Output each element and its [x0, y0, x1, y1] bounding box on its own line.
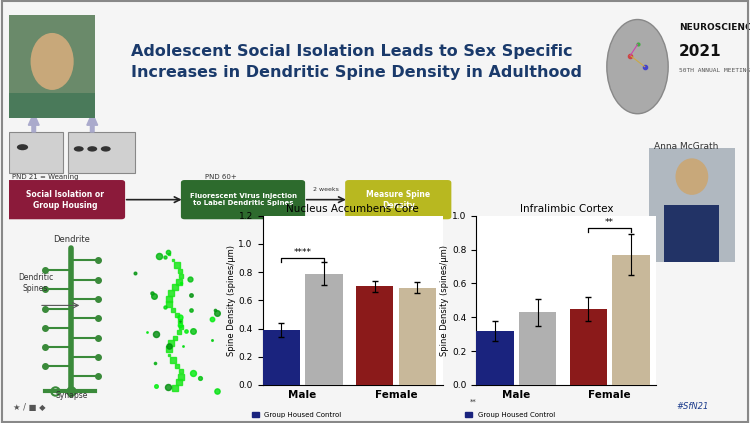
FancyBboxPatch shape	[5, 180, 125, 219]
Bar	[9, 93, 95, 118]
Bar	[9, 132, 63, 173]
Ellipse shape	[676, 158, 708, 195]
Legend: Group Housed Control, Adolescent Social Isolation: Group Housed Control, Adolescent Social …	[251, 412, 358, 423]
Text: ****: ****	[293, 248, 311, 257]
Bar	[398, 288, 436, 385]
Ellipse shape	[16, 144, 28, 150]
Bar	[612, 255, 650, 385]
Bar	[305, 274, 343, 385]
Text: 2 weeks: 2 weeks	[314, 187, 339, 192]
Bar	[262, 330, 300, 385]
Text: Fluorescent Virus Injection
to Label Dendritic Spines: Fluorescent Virus Injection to Label Den…	[190, 193, 296, 206]
Text: PND 21 = Weaning: PND 21 = Weaning	[12, 174, 78, 180]
Text: Dendrite: Dendrite	[53, 235, 90, 244]
Bar	[68, 132, 135, 173]
Ellipse shape	[607, 19, 668, 114]
Bar	[476, 331, 514, 385]
Text: **: **	[470, 398, 477, 404]
Ellipse shape	[87, 146, 98, 151]
Text: Anna McGrath: Anna McGrath	[654, 142, 718, 151]
Bar	[356, 286, 393, 385]
Y-axis label: Spine Density (spines/μm): Spine Density (spines/μm)	[440, 245, 449, 356]
Bar	[664, 205, 719, 262]
Text: PND 60+: PND 60+	[205, 174, 236, 180]
Title: Nucleus Accumbens Core: Nucleus Accumbens Core	[286, 203, 418, 214]
FancyArrow shape	[28, 113, 39, 132]
FancyArrow shape	[87, 113, 98, 132]
Text: Measure Spine
Density: Measure Spine Density	[366, 190, 430, 210]
Bar	[569, 309, 607, 385]
Text: #SfN21: #SfN21	[676, 402, 709, 411]
Text: 50TH ANNUAL MEETING: 50TH ANNUAL MEETING	[679, 68, 750, 73]
Ellipse shape	[74, 146, 84, 151]
Text: 2021: 2021	[679, 44, 722, 59]
Text: Dendritic
Spines: Dendritic Spines	[18, 273, 53, 293]
Text: ★ / ■ ◆: ★ / ■ ◆	[13, 404, 46, 412]
Title: Infralimbic Cortex: Infralimbic Cortex	[520, 203, 613, 214]
FancyBboxPatch shape	[181, 180, 305, 219]
Text: Synapse: Synapse	[56, 391, 88, 400]
Text: Social Isolation or
Group Housing: Social Isolation or Group Housing	[26, 190, 104, 210]
Ellipse shape	[31, 33, 74, 90]
Y-axis label: Spine Density (spines/μm): Spine Density (spines/μm)	[226, 245, 236, 356]
Text: Adolescent Social Isolation Leads to Sex Specific
Increases in Dendritic Spine D: Adolescent Social Isolation Leads to Sex…	[131, 44, 582, 80]
Ellipse shape	[100, 146, 111, 151]
Text: NEUROSCIENCE: NEUROSCIENCE	[679, 23, 750, 32]
Text: **: **	[605, 218, 614, 227]
Legend: Group Housed Control, Adolescent Social Isolation: Group Housed Control, Adolescent Social …	[465, 412, 572, 423]
FancyBboxPatch shape	[345, 180, 452, 219]
Bar	[519, 312, 556, 385]
